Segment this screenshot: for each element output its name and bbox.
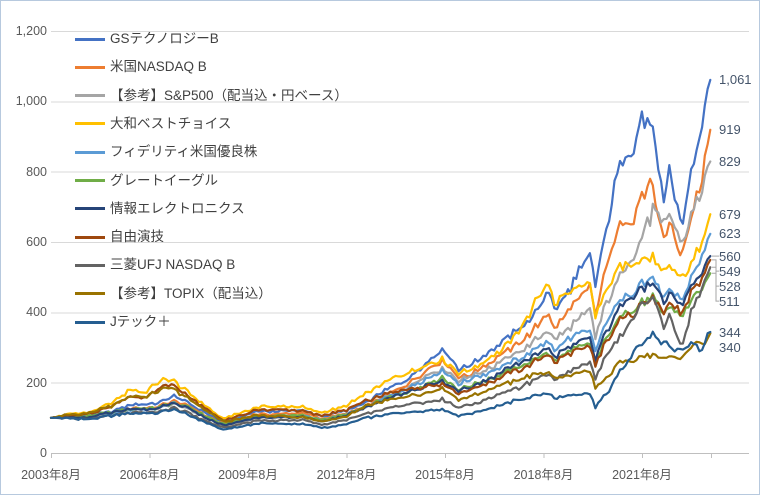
series-end-label: 829 bbox=[719, 153, 741, 169]
series-line-11 bbox=[49, 330, 712, 431]
legend-item-8: 自由演技 bbox=[75, 228, 164, 246]
series-end-label: 679 bbox=[719, 206, 741, 222]
legend-line-swatch bbox=[75, 207, 105, 211]
end-label-leader-line bbox=[712, 272, 719, 302]
series-end-label: 919 bbox=[719, 122, 741, 138]
legend-item-1: GSテクノロジーB bbox=[75, 30, 219, 48]
legend-line-swatch bbox=[75, 179, 105, 182]
series-end-label: 340 bbox=[719, 339, 741, 355]
y-tick-label: 1,200 bbox=[15, 24, 47, 38]
legend-line-swatch bbox=[75, 320, 105, 324]
legend-item-11: Jテック＋ bbox=[75, 313, 171, 331]
end-label-leader-line bbox=[712, 259, 719, 272]
legend-item-4: 大和ベストチョイス bbox=[75, 115, 231, 133]
legend-line-swatch bbox=[75, 122, 105, 126]
legend-line-swatch bbox=[75, 37, 105, 41]
series-line-10 bbox=[49, 332, 712, 423]
y-tick-label: 1,000 bbox=[15, 94, 47, 109]
series-end-label: 511 bbox=[719, 293, 740, 309]
series-line-1 bbox=[49, 78, 712, 424]
legend-label: 自由演技 bbox=[110, 229, 164, 245]
legend-label: 三菱UFJ NASDAQ B bbox=[110, 257, 236, 273]
x-tick-label: 2009年8月 bbox=[218, 468, 278, 482]
legend-label: 【参考】TOPIX（配当込） bbox=[110, 285, 272, 301]
legend-label: 【参考】S&P500（配当込・円ベース） bbox=[110, 87, 348, 103]
y-tick-label: 400 bbox=[26, 305, 47, 320]
legend-item-5: フィデリティ米国優良株 bbox=[75, 143, 257, 161]
legend-item-10: 【参考】TOPIX（配当込） bbox=[75, 285, 272, 303]
legend-line-swatch bbox=[75, 94, 105, 98]
series-end-label: 1,061 bbox=[719, 72, 752, 88]
series-end-label: 623 bbox=[719, 226, 741, 242]
legend-item-9: 三菱UFJ NASDAQ B bbox=[75, 256, 235, 274]
legend-item-3: 【参考】S&P500（配当込・円ベース） bbox=[75, 87, 348, 105]
legend-line-swatch bbox=[75, 263, 105, 267]
x-tick-label: 2015年8月 bbox=[415, 468, 475, 482]
series-end-label: 560 bbox=[719, 248, 741, 264]
legend-label: フィデリティ米国優良株 bbox=[110, 144, 258, 160]
legend-label: 情報エレクトロニクス bbox=[110, 200, 245, 216]
series-line-8 bbox=[49, 258, 712, 422]
legend-label: 米国NASDAQ B bbox=[110, 59, 207, 75]
y-tick-label: 800 bbox=[26, 164, 47, 179]
legend-item-7: 情報エレクトロニクス bbox=[75, 200, 245, 218]
x-tick-label: 2006年8月 bbox=[119, 468, 180, 482]
x-tick-label: 2018年8月 bbox=[513, 468, 574, 482]
series-end-label: 528 bbox=[719, 278, 741, 294]
legend-line-swatch bbox=[75, 150, 105, 154]
x-tick-label: 2012年8月 bbox=[316, 468, 377, 482]
legend-label: GSテクノロジーB bbox=[110, 31, 219, 46]
legend-label: グレートイーグル bbox=[110, 172, 218, 188]
series-end-label: 344 bbox=[719, 324, 741, 340]
legend-line-swatch bbox=[75, 65, 105, 69]
series-line-4 bbox=[49, 213, 712, 420]
x-tick-label: 2021年8月 bbox=[612, 468, 672, 482]
legend-label: Jテック＋ bbox=[110, 314, 171, 329]
legend-item-6: グレートイーグル bbox=[75, 172, 218, 190]
y-tick-label: 0 bbox=[40, 446, 47, 460]
y-tick-label: 600 bbox=[26, 235, 47, 249]
legend-label: 大和ベストチョイス bbox=[110, 115, 232, 131]
legend-line-swatch bbox=[75, 292, 105, 296]
legend-item-2: 米国NASDAQ B bbox=[75, 58, 207, 76]
series-end-label: 549 bbox=[719, 263, 741, 279]
legend-line-swatch bbox=[75, 235, 105, 239]
y-tick-label: 200 bbox=[26, 375, 47, 390]
x-tick-label: 2003年8月 bbox=[21, 468, 81, 482]
